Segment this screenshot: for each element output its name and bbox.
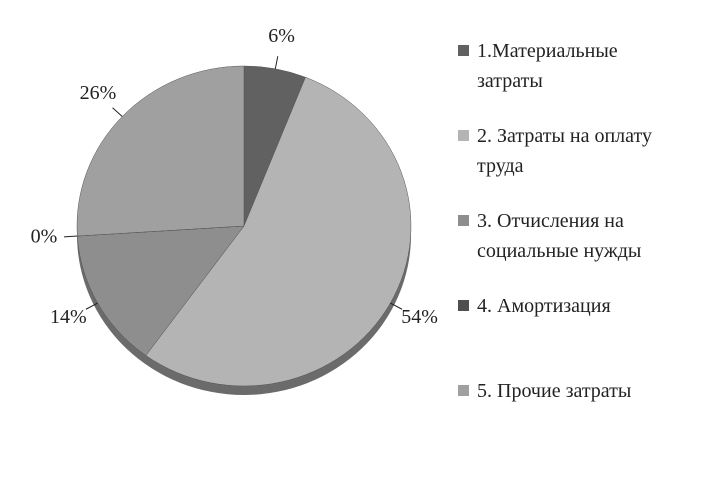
legend-swatch bbox=[458, 130, 469, 141]
data-label: 54% bbox=[401, 306, 438, 328]
legend-swatch bbox=[458, 45, 469, 56]
leader-line bbox=[85, 302, 98, 310]
legend-label: 5. Прочие затраты bbox=[477, 380, 632, 402]
legend-label: 3. Отчисления на социальные нужды bbox=[477, 210, 642, 262]
legend-item: 4. Амортизация bbox=[458, 291, 673, 321]
legend-swatch bbox=[458, 385, 469, 396]
legend-label: 1.Материальные затраты bbox=[477, 40, 618, 92]
legend-swatch bbox=[458, 215, 469, 226]
legend-swatch bbox=[458, 300, 469, 311]
data-label: 14% bbox=[50, 306, 87, 328]
legend-item: 1.Материальные затраты bbox=[458, 36, 673, 96]
data-label: 26% bbox=[80, 82, 117, 104]
data-label: 0% bbox=[31, 226, 58, 248]
leader-line bbox=[274, 56, 279, 69]
leader-line bbox=[390, 302, 403, 310]
legend-label: 4. Амортизация bbox=[477, 295, 611, 317]
data-label: 6% bbox=[268, 25, 295, 47]
pie-slice bbox=[76, 65, 245, 237]
legend-item: 3. Отчисления на социальные нужды bbox=[458, 206, 673, 266]
leader-line bbox=[112, 107, 123, 117]
legend-item: 5. Прочие затраты bbox=[458, 376, 673, 406]
leader-line bbox=[63, 235, 78, 238]
pie-slice bbox=[145, 76, 412, 387]
legend-label: 2. Затраты на оплату труда bbox=[477, 125, 652, 177]
legend-item: 2. Затраты на оплату труда bbox=[458, 121, 673, 181]
